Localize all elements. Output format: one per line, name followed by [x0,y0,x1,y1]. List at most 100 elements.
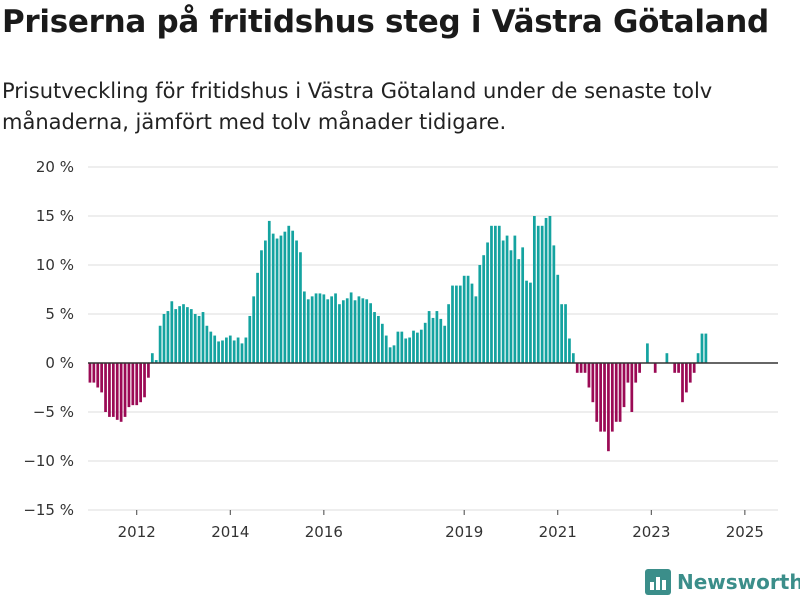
bar [158,325,162,363]
bar [704,333,708,363]
bar [225,337,228,363]
bar [517,259,521,363]
bar [295,240,298,363]
bar [264,240,267,363]
bar [681,363,684,403]
bar [127,363,131,408]
bar [119,363,123,422]
bar [455,285,458,363]
grid-lines [88,166,778,511]
bar [341,300,345,363]
bar [201,312,205,363]
bar [540,225,544,363]
bar [256,272,259,363]
chart-subtitle: Prisutveckling för fritidshus i Västra G… [2,79,713,134]
bar [548,216,552,363]
bar [283,231,287,363]
bar [310,296,314,363]
bar [209,331,213,363]
bar [373,312,376,363]
y-tick-label: −10 % [23,452,74,470]
bar [591,363,595,403]
bar [665,353,669,363]
bar [416,332,419,363]
bar-chart-logo-icon [645,569,671,595]
bar [108,363,111,417]
bar [217,341,220,363]
bar [334,293,337,363]
bar [478,265,482,363]
bar [162,314,166,363]
bar-series [88,216,708,452]
bar [486,242,489,363]
bar [400,331,404,363]
x-tick-label: 2016 [305,523,343,541]
bar [150,353,154,363]
bar [595,363,599,422]
bar [587,363,591,388]
x-tick-label: 2019 [445,523,483,541]
bar [556,274,560,363]
bar [291,230,295,363]
x-tick-label: 2023 [632,523,670,541]
bar [447,304,450,363]
bar [143,363,146,398]
bar [626,363,630,383]
bar [104,363,107,412]
bar [326,299,330,363]
bar [532,216,536,363]
bar [431,317,435,363]
bar [314,293,318,363]
bar [271,233,275,363]
bar [287,225,291,363]
bar [357,296,361,363]
bar [232,340,236,363]
bar [599,363,602,432]
bar [482,255,486,363]
bar [607,363,610,452]
x-axis: 2012 2014 2016 2019 2021 2023 2025 [118,510,764,541]
bar [252,296,256,363]
bar [135,363,139,406]
bar [552,245,556,363]
bar [579,363,583,373]
y-tick-label: 0 % [45,354,74,372]
bar [248,315,252,363]
y-tick-label: 10 % [36,256,74,274]
bar [412,330,415,363]
bar [88,363,92,383]
bar [299,252,302,363]
bar [170,301,174,363]
x-tick-label: 2025 [726,523,764,541]
bar [408,337,411,363]
brand-name: Newsworthy [677,570,800,594]
bar [696,353,700,363]
bar [302,291,306,363]
y-tick-label: 15 % [36,207,74,225]
bar [634,363,638,383]
y-tick-label: −15 % [23,501,74,519]
bar [377,315,380,363]
bar [583,363,587,373]
bar [462,275,466,363]
bar [361,298,365,363]
bar [610,363,614,432]
bar [353,300,357,363]
bar [536,225,540,363]
bar [213,335,217,363]
bar [560,304,564,363]
y-tick-label: −5 % [33,403,74,421]
bar [174,309,178,363]
bar [338,304,341,363]
bar [186,307,189,363]
bar [380,323,384,363]
bar [513,235,517,363]
bar [392,345,396,363]
bar [182,304,185,363]
annotation: 3 % [759,0,786,4]
bar [692,363,696,373]
bar [205,325,209,363]
bar [494,225,497,363]
bar [474,296,478,363]
